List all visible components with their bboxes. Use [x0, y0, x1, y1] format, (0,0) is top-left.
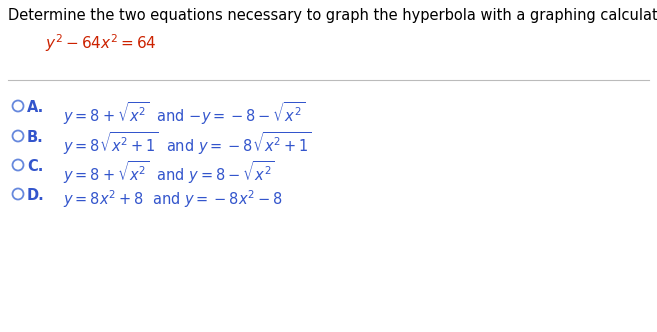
Text: $y = 8x^2 + 8$  and $y = - 8x^2 - 8$: $y = 8x^2 + 8$ and $y = - 8x^2 - 8$ — [63, 188, 283, 210]
Text: $\mathit{y}^2 - 64\mathit{x}^2 = 64$: $\mathit{y}^2 - 64\mathit{x}^2 = 64$ — [45, 32, 157, 54]
Text: D.: D. — [27, 188, 45, 203]
Text: $y = 8 + \sqrt{x^2}$  and $- y = - 8 - \sqrt{x^2}$: $y = 8 + \sqrt{x^2}$ and $- y = - 8 - \s… — [63, 100, 305, 127]
Text: Determine the two equations necessary to graph the hyperbola with a graphing cal: Determine the two equations necessary to… — [8, 8, 657, 23]
Text: $y = 8\sqrt{x^2 + 1}$  and $y = - 8\sqrt{x^2 + 1}$: $y = 8\sqrt{x^2 + 1}$ and $y = - 8\sqrt{… — [63, 130, 311, 157]
Text: A.: A. — [27, 100, 44, 115]
Text: $y = 8 + \sqrt{x^2}$  and $y = 8 - \sqrt{x^2}$: $y = 8 + \sqrt{x^2}$ and $y = 8 - \sqrt{… — [63, 159, 275, 186]
Text: C.: C. — [27, 159, 43, 174]
Text: B.: B. — [27, 130, 44, 145]
